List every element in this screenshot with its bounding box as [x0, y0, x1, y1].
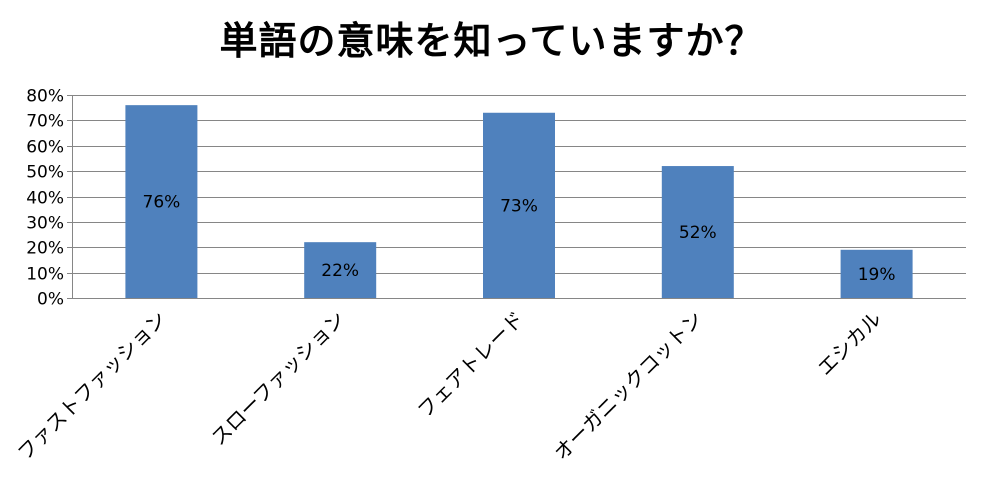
y-tick-label: 50% — [26, 163, 64, 183]
y-tick-label: 0% — [37, 290, 64, 310]
bar — [125, 105, 198, 299]
category-label: フェアトレード — [413, 307, 529, 423]
bar — [304, 242, 377, 298]
y-tick-label: 60% — [26, 138, 64, 158]
y-tick-label: 30% — [26, 214, 64, 234]
category-label: ファストファッション — [13, 307, 171, 465]
category-labels: ファストファッション スローファッション フェアトレード オーガニックコットン エシカル — [13, 307, 887, 465]
y-tick-label: 10% — [26, 265, 64, 285]
bars — [125, 105, 913, 299]
category-label: オーガニックコットン — [549, 307, 707, 465]
bar — [661, 166, 734, 298]
data-label: 76% — [143, 193, 181, 213]
y-tick-label: 20% — [26, 239, 64, 259]
data-labels: 76% 22% 73% 52% 19% — [143, 193, 896, 285]
y-tick-label: 80% — [26, 87, 64, 107]
data-label: 73% — [500, 196, 538, 216]
y-axis: 0% 10% 20% 30% 40% 50% 60% 70% 80% — [26, 87, 73, 310]
y-tick-label: 40% — [26, 189, 64, 209]
category-label: スローファッション — [206, 307, 349, 450]
y-tick-label: 70% — [26, 112, 64, 132]
chart-title: 単語の意味を知っていますか？ — [219, 19, 764, 63]
bar — [840, 249, 913, 298]
category-label: エシカル — [813, 307, 887, 381]
data-label: 52% — [679, 223, 717, 243]
bar — [483, 112, 555, 298]
data-label: 19% — [858, 265, 896, 285]
data-label: 22% — [321, 261, 359, 281]
